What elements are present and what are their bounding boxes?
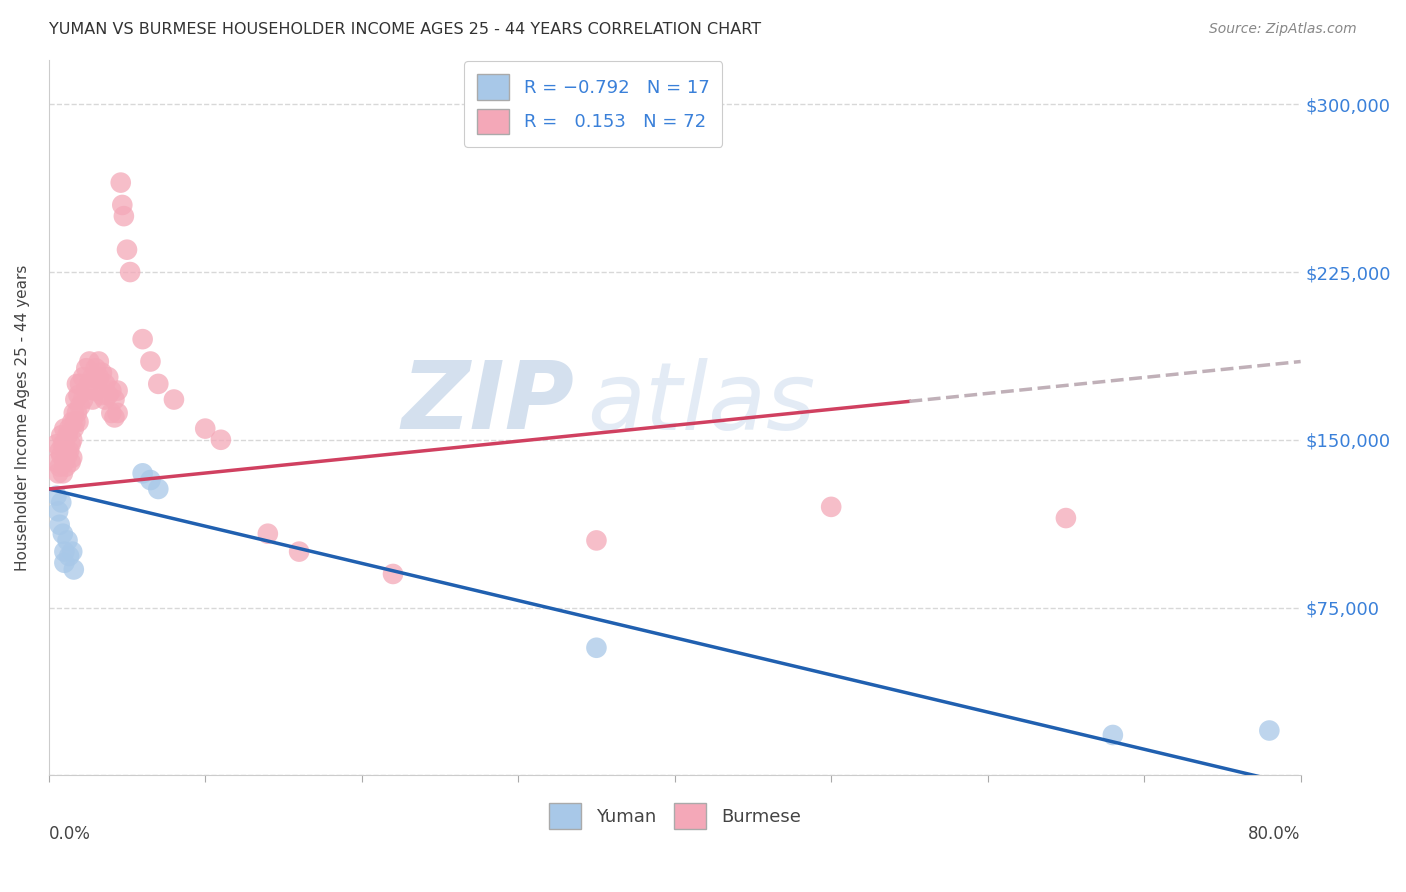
Point [94,392,117,407]
Point [87,370,110,384]
Point [45,437,67,451]
Point [75,361,97,376]
Point [148,482,170,496]
Point [46,467,69,481]
Point [382,566,405,581]
Point [56,533,79,548]
Point [100,406,122,420]
Point [60,450,83,465]
Point [59,455,82,469]
Point [112,209,135,223]
Point [60,433,83,447]
Point [58,421,80,435]
Point [79,376,101,391]
Point [120,265,142,279]
Point [53,421,76,435]
Point [91,366,114,380]
Text: 80.0%: 80.0% [1249,825,1301,843]
Point [75,384,97,398]
Point [60,544,83,558]
Point [53,556,76,570]
Point [103,410,125,425]
Point [51,449,73,463]
Text: YUMAN VS BURMESE HOUSEHOLDER INCOME AGES 25 - 44 YEARS CORRELATION CHART: YUMAN VS BURMESE HOUSEHOLDER INCOME AGES… [49,22,761,37]
Point [585,533,607,548]
Point [97,388,120,402]
Point [82,370,104,384]
Legend: Yuman, Burmese: Yuman, Burmese [540,794,810,838]
Point [110,176,132,190]
Point [62,562,84,576]
Point [69,399,91,413]
Point [84,384,107,398]
Point [148,376,170,391]
Text: Source: ZipAtlas.com: Source: ZipAtlas.com [1209,22,1357,37]
Point [59,437,82,451]
Text: atlas: atlas [588,358,815,449]
Point [62,421,84,435]
Point [97,370,120,384]
Point [111,198,134,212]
Point [288,544,311,558]
Point [45,489,67,503]
Point [46,504,69,518]
Point [115,243,138,257]
Point [60,415,83,429]
Point [82,392,104,407]
Point [55,459,77,474]
Point [100,384,122,398]
Point [72,370,94,384]
Point [69,376,91,391]
Point [55,444,77,458]
Point [56,449,79,463]
Point [48,459,70,474]
Point [65,392,87,407]
Point [84,361,107,376]
Point [58,444,80,458]
Y-axis label: Householder Income Ages 25 - 44 years: Householder Income Ages 25 - 44 years [15,264,30,571]
Point [94,376,117,391]
Point [72,392,94,407]
Point [820,500,842,514]
Point [45,455,67,469]
Point [163,392,186,407]
Point [131,332,153,346]
Point [48,444,70,458]
Point [1258,723,1281,738]
Point [139,354,162,368]
Point [56,428,79,442]
Point [51,428,73,442]
Point [139,473,162,487]
Point [131,467,153,481]
Point [52,437,75,451]
Point [67,415,90,429]
Point [585,640,607,655]
Point [52,526,75,541]
Point [58,549,80,563]
Point [107,384,129,398]
Point [209,433,232,447]
Point [53,437,76,451]
Text: ZIP: ZIP [402,357,575,449]
Point [91,388,114,402]
Point [67,388,90,402]
Point [1054,511,1077,525]
Point [66,406,89,420]
Point [51,495,73,509]
Point [48,517,70,532]
Point [66,376,89,391]
Point [65,415,87,429]
Point [103,392,125,407]
Point [53,544,76,558]
Point [52,467,75,481]
Point [107,406,129,420]
Text: 0.0%: 0.0% [49,825,90,843]
Point [79,354,101,368]
Point [194,421,217,435]
Point [256,526,278,541]
Point [87,354,110,368]
Point [53,455,76,469]
Point [62,406,84,420]
Point [1102,728,1125,742]
